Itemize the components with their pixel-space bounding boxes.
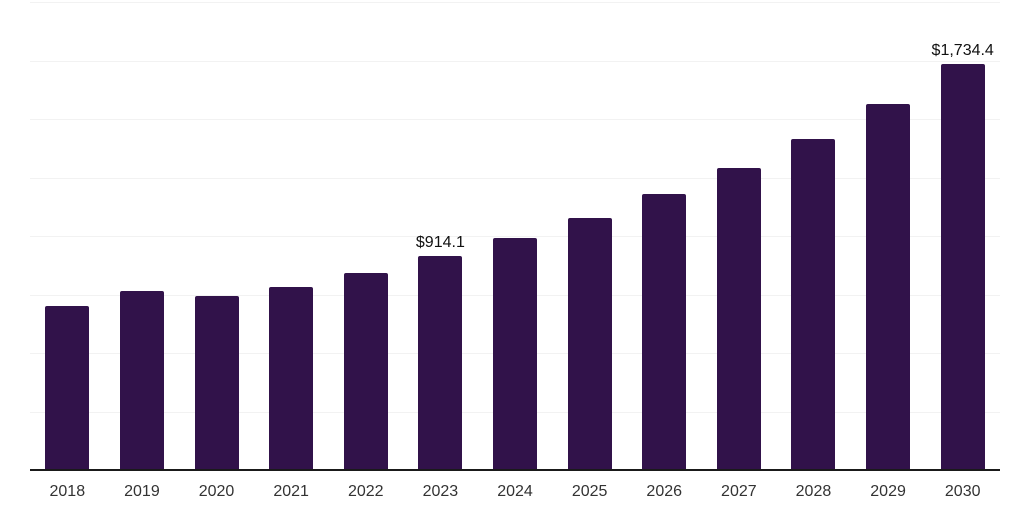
bar-value-label-2030: $1,734.4 [931,42,994,60]
gridline-1250 [30,177,1000,179]
bar-2020 [194,296,239,470]
x-axis-line [30,469,1000,471]
bar-2021 [269,286,314,470]
bar-2025 [567,217,612,470]
x-tick-label-2026: 2026 [646,483,683,500]
bar-2022 [343,272,388,470]
x-tick-label-2018: 2018 [49,483,86,500]
x-tick-label-2022: 2022 [347,483,384,500]
x-tick-label-2019: 2019 [124,483,160,500]
x-tick-label-2028: 2028 [795,483,832,500]
bar-2026 [642,193,687,470]
x-tick-label-2023: 2023 [422,483,459,500]
bar-2029 [866,104,911,470]
bar-2030 [940,64,985,470]
x-tick-label-2030: 2030 [944,483,981,500]
bar-value-label-2023: $914.1 [415,234,465,252]
gridline-1750 [30,60,1000,62]
x-tick-label-2020: 2020 [198,483,235,500]
bar-2018 [45,306,90,470]
bar-2024 [493,237,537,470]
bar-2028 [791,138,836,470]
gridline-1000 [30,236,1000,237]
x-tick-label-2025: 2025 [571,483,608,500]
bar-2023 [418,256,463,470]
x-tick-label-2027: 2027 [721,483,757,500]
x-tick-label-2024: 2024 [497,483,533,500]
x-tick-label-2021: 2021 [273,483,309,500]
bar-2027 [716,167,761,470]
x-tick-label-2029: 2029 [870,483,906,500]
gridline-2000 [30,2,1000,3]
bar-2019 [119,290,164,470]
gridline-1500 [30,119,1000,120]
